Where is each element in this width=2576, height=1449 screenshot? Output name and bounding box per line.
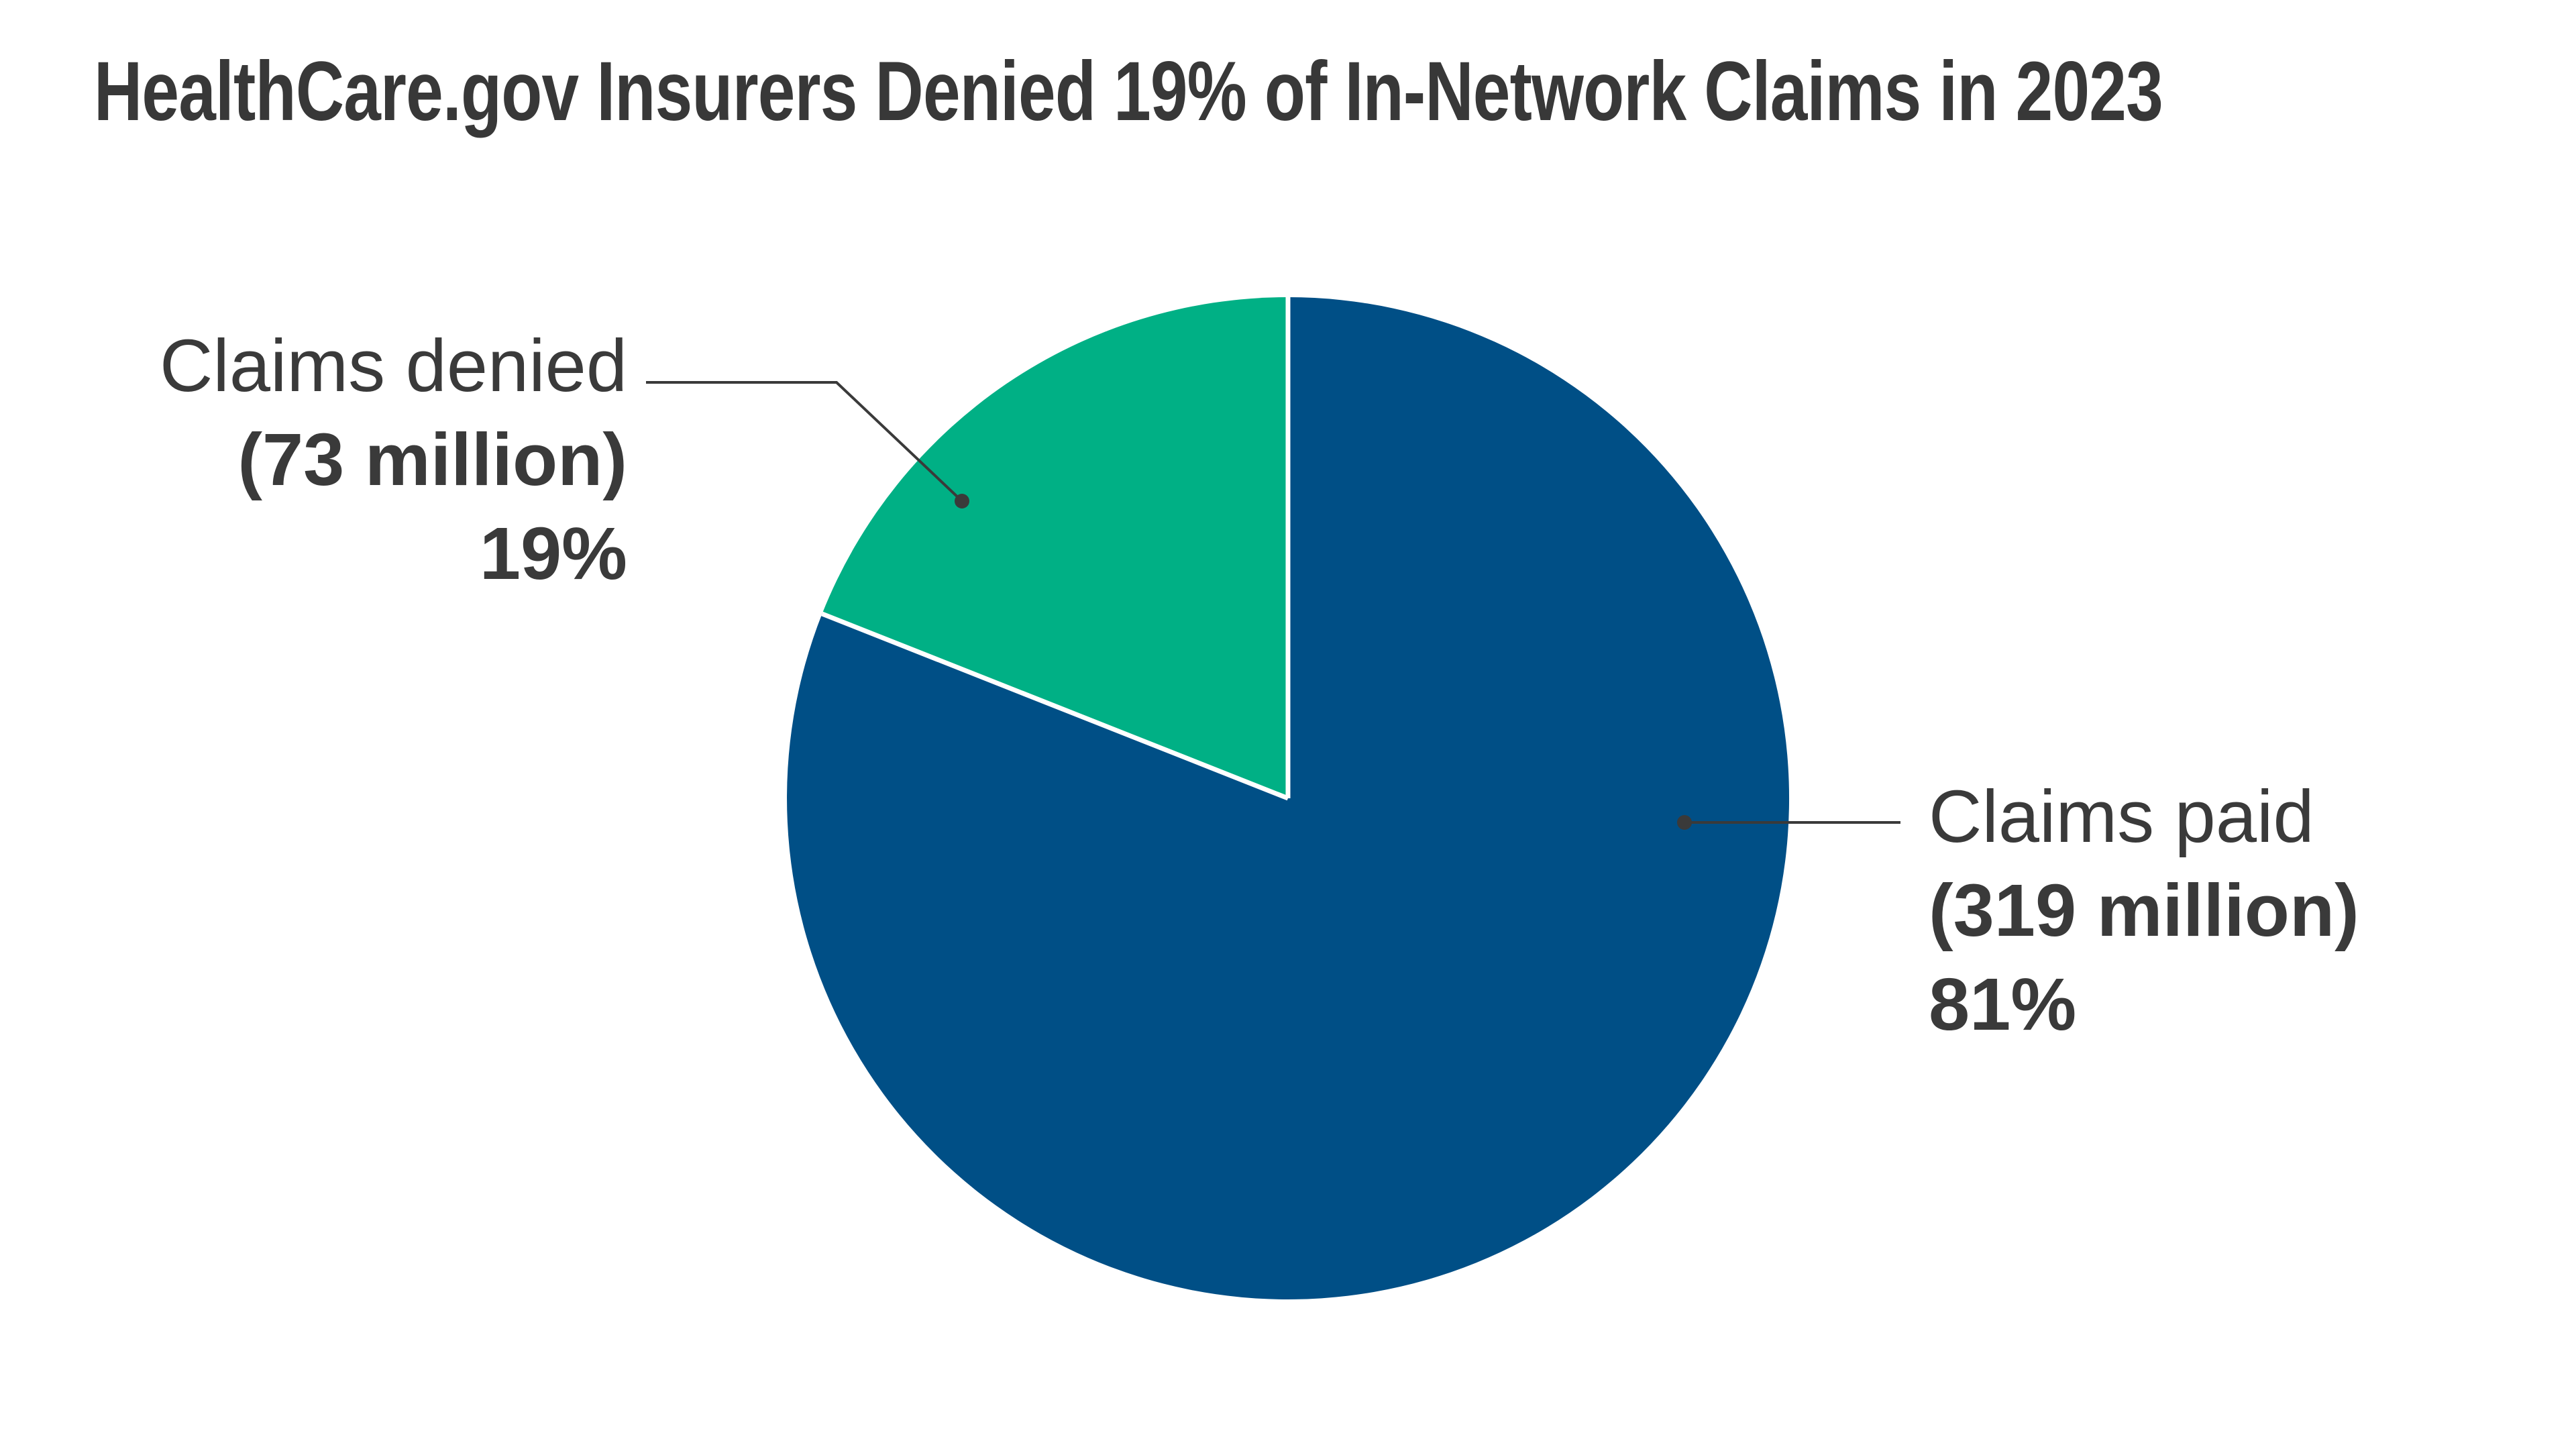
claims-paid-label: Claims paid [1929, 775, 2314, 858]
claims-paid-count: (319 million) [1929, 869, 2359, 952]
claims-denied-label: Claims denied [159, 325, 627, 407]
chart-title: HealthCare.gov Insurers Denied 19% of In… [94, 45, 2163, 138]
leader-dot-claims-denied [955, 494, 969, 508]
annotation-claims-paid: Claims paid (319 million) 81% [1929, 770, 2359, 1052]
annotation-claims-denied: Claims denied (73 million) 19% [0, 319, 627, 601]
claims-denied-percent: 19% [479, 513, 627, 595]
slice-divider-diagonal [821, 611, 1289, 801]
claims-paid-percent: 81% [1929, 963, 2077, 1046]
claims-denied-count: (73 million) [237, 419, 627, 501]
leader-line-claims-denied [646, 381, 963, 502]
slice-claims-denied [822, 297, 1288, 798]
leader-dot-claims-paid [1677, 815, 1692, 830]
